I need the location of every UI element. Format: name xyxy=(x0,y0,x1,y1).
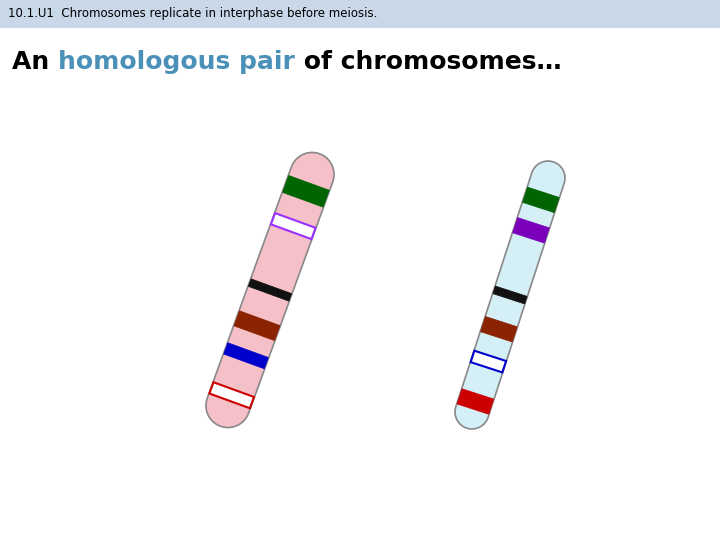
FancyBboxPatch shape xyxy=(0,0,720,28)
Polygon shape xyxy=(271,213,315,239)
Text: of chromosomes…: of chromosomes… xyxy=(295,50,562,74)
Polygon shape xyxy=(234,311,280,341)
Polygon shape xyxy=(224,343,269,369)
Polygon shape xyxy=(455,161,565,429)
Text: 10.1.U1  Chromosomes replicate in interphase before meiosis.: 10.1.U1 Chromosomes replicate in interph… xyxy=(8,8,377,21)
Polygon shape xyxy=(457,389,494,414)
Polygon shape xyxy=(248,279,292,301)
Polygon shape xyxy=(480,316,517,342)
Polygon shape xyxy=(493,286,527,304)
Text: An: An xyxy=(12,50,58,74)
Polygon shape xyxy=(471,350,506,373)
Polygon shape xyxy=(206,152,334,428)
Text: homologous pair: homologous pair xyxy=(58,50,295,74)
Polygon shape xyxy=(523,187,559,213)
Polygon shape xyxy=(513,218,549,243)
Polygon shape xyxy=(210,382,254,408)
Polygon shape xyxy=(282,176,329,207)
